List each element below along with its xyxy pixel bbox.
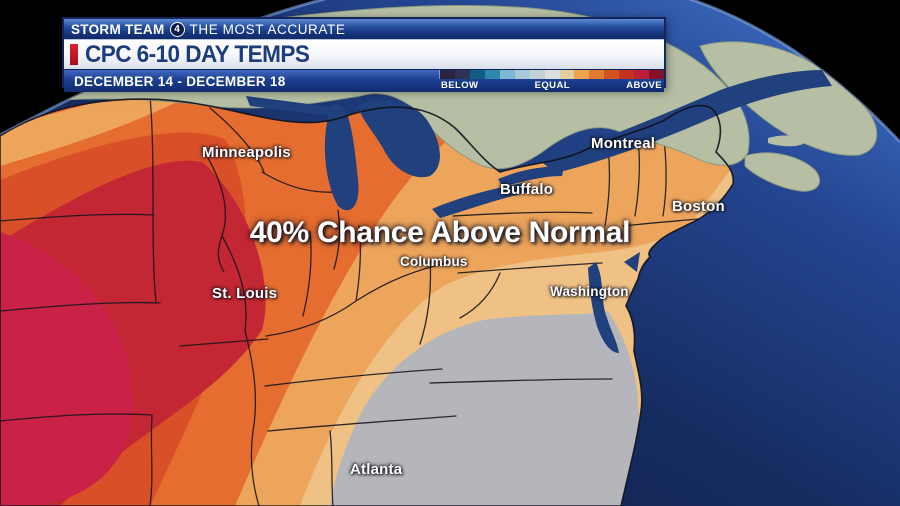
colorbar-segment	[440, 70, 455, 79]
city-label-columbus: Columbus	[400, 254, 468, 269]
great-lakes	[246, 96, 640, 353]
colorbar-segment	[484, 70, 500, 79]
city-label-atlanta: Atlanta	[350, 461, 403, 478]
state-borders	[0, 99, 699, 506]
colorbar-segment	[649, 70, 665, 79]
headline-text: 40% Chance Above Normal	[249, 216, 631, 249]
colorbar-segment	[514, 70, 530, 79]
colorbar-segment	[589, 70, 605, 79]
colorbar-segment	[454, 70, 470, 79]
probability-bands	[0, 99, 734, 506]
red-accent-bar	[70, 44, 78, 65]
city-label-buffalo: Buffalo	[500, 181, 554, 198]
lake-michigan	[324, 104, 359, 211]
colorbar-segment	[574, 70, 590, 79]
colorbar-segment	[619, 70, 635, 79]
channel-4-logo: 4	[169, 21, 185, 37]
city-label-washington: Washington	[550, 284, 629, 299]
equal-chances-region	[330, 311, 643, 506]
lake-ontario	[498, 166, 564, 187]
scale-label-below: BELOW	[441, 80, 479, 91]
chesapeake-bay	[588, 262, 619, 353]
delaware-bay	[624, 252, 640, 272]
banner: STORM TEAM 4 THE MOST ACCURATE CPC 6-10 …	[62, 17, 666, 92]
st-lawrence-river	[540, 70, 832, 173]
temperature-scale: BELOW EQUAL ABOVE	[439, 70, 665, 92]
banner-date-bar: DECEMBER 14 - DECEMBER 18 BELOW EQUAL AB…	[64, 69, 665, 92]
banner-title-bar: CPC 6-10 DAY TEMPS	[64, 39, 664, 69]
colorbar-segment	[469, 70, 485, 79]
colorbar-segment	[499, 70, 515, 79]
colorbar-segment	[544, 70, 560, 79]
brand-tagline: THE MOST ACCURATE	[189, 21, 346, 37]
colorbar-segment	[559, 70, 575, 79]
city-label-boston: Boston	[672, 198, 725, 215]
date-range: DECEMBER 14 - DECEMBER 18	[74, 73, 286, 89]
banner-top-bar: STORM TEAM 4 THE MOST ACCURATE	[64, 19, 664, 39]
scale-label-equal: EQUAL	[534, 80, 570, 91]
lake-huron	[358, 99, 440, 178]
colorbar-segment	[634, 70, 650, 79]
temperature-colorbar	[439, 70, 665, 79]
scale-label-above: ABOVE	[626, 80, 662, 91]
city-label-montreal: Montreal	[591, 135, 656, 152]
brand-name: STORM TEAM	[71, 21, 165, 37]
colorbar-segment	[529, 70, 545, 79]
city-label-minneapolis: Minneapolis	[202, 144, 291, 161]
city-label-st-louis: St. Louis	[212, 285, 278, 302]
scale-labels: BELOW EQUAL ABOVE	[439, 79, 664, 92]
lake-erie	[432, 183, 530, 218]
colorbar-segment	[604, 70, 620, 79]
graphic-title: CPC 6-10 DAY TEMPS	[85, 40, 310, 68]
